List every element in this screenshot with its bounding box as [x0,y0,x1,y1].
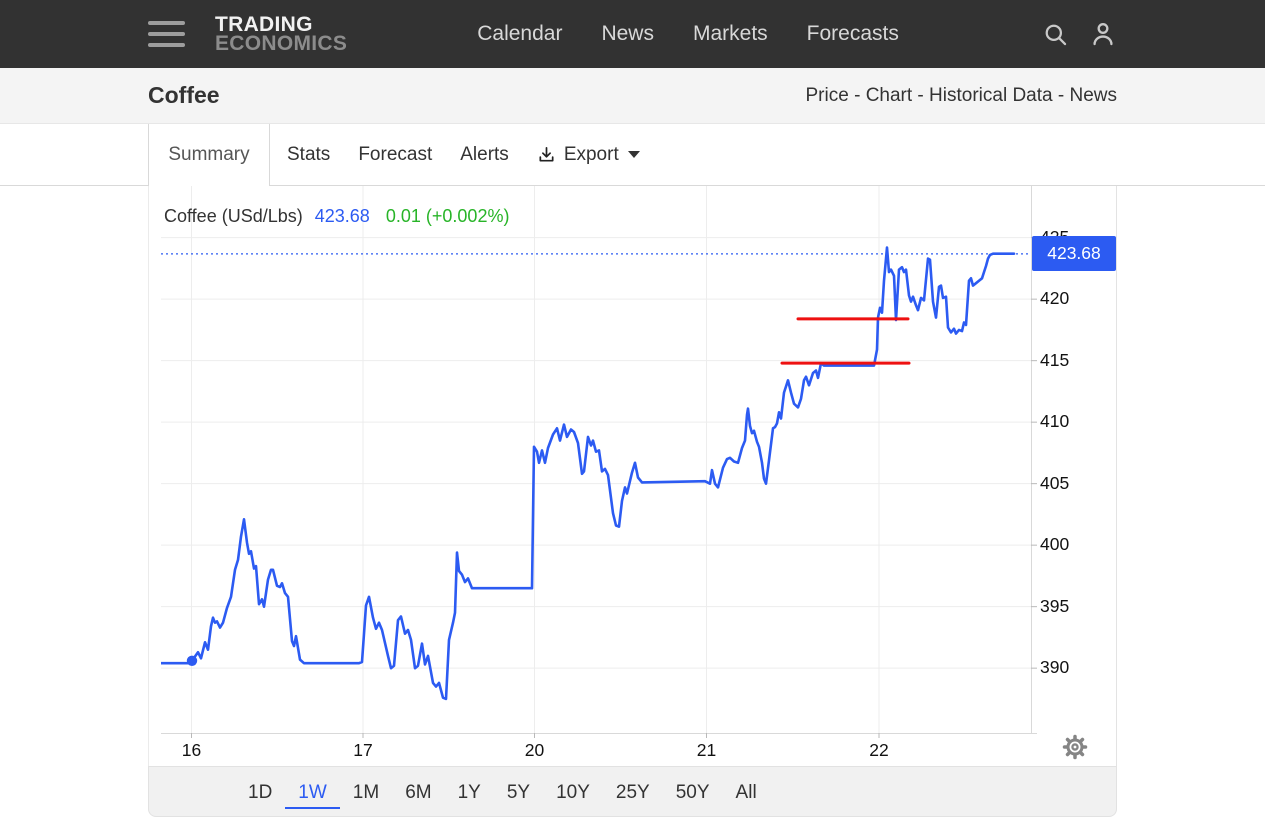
tab-summary-label: Summary [168,144,250,165]
x-axis-label-22: 22 [869,740,889,760]
logo-line-1: TRADING [215,12,313,36]
hamburger-menu-icon[interactable] [148,21,185,47]
tab-stats-label: Stats [287,143,331,165]
tab-forecast-label: Forecast [358,143,433,165]
range-button-1y[interactable]: 1Y [457,781,481,803]
tab-alerts-label: Alerts [460,143,509,165]
tab-forecast[interactable]: Forecast [344,144,446,166]
y-axis-label-405: 405 [1040,472,1070,493]
price-chart[interactable] [161,186,1039,738]
header-links: Price - Chart - Historical Data - News [805,84,1118,106]
chart-title: Coffee (USd/Lbs) 423.68 0.01 (+0.002%) [164,206,509,227]
chevron-down-icon [627,151,640,158]
range-button-1w[interactable]: 1W [285,775,340,809]
tab-export[interactable]: Export [523,144,654,166]
x-axis-label-21: 21 [696,740,717,760]
download-icon [539,146,554,162]
y-axis-label-390: 390 [1040,657,1070,678]
top-navigation: TRADING ECONOMICS Calendar News Markets For… [0,0,1265,68]
page-title: Coffee [148,82,220,108]
header-link-price[interactable]: Price [805,84,849,106]
nav-link-markets[interactable]: Markets [692,22,768,45]
range-button-25y[interactable]: 25Y [615,781,650,803]
x-axis-label-16: 16 [181,740,202,760]
chart-settings-gear-icon[interactable] [1061,733,1089,761]
tab-bar-spacer [0,124,148,186]
range-button-6m[interactable]: 6M [405,781,432,803]
chart-instrument-label: Coffee (USd/Lbs) [164,206,303,226]
nav-icons [1042,20,1117,48]
y-axis-label-415: 415 [1040,349,1070,370]
tab-bar: Summary Stats Forecast Alerts Export [0,123,1265,186]
nav-link-forecasts[interactable]: Forecasts [806,22,899,45]
tab-stats[interactable]: Stats [273,144,344,166]
x-axis-label-17: 17 [353,740,373,760]
search-icon[interactable] [1042,21,1069,48]
range-button-50y[interactable]: 50Y [675,781,710,803]
header-link-historical-data[interactable]: Historical Data [929,84,1053,106]
user-account-icon[interactable] [1089,20,1117,48]
range-button-1m[interactable]: 1M [352,781,380,803]
nav-link-calendar[interactable]: Calendar [477,22,563,45]
range-button-all[interactable]: All [735,781,757,803]
tab-export-label: Export [563,143,619,165]
chart-panel: Coffee (USd/Lbs) 423.68 0.01 (+0.002%) 4… [148,186,1117,766]
current-price-tag: 423.68 [1032,236,1116,271]
nav-links: Calendar News Markets Forecasts [477,22,899,46]
x-axis-label-20: 20 [524,740,545,760]
range-button-5y[interactable]: 5Y [506,781,531,803]
chart-change: 0.01 (+0.002%) [385,206,510,226]
tab-alerts[interactable]: Alerts [446,144,523,166]
header-link-chart[interactable]: Chart [865,84,913,106]
page-header: Coffee Price - Chart - Historical Data -… [0,68,1265,123]
range-selector: 1D 1W 1M 6M 1Y 5Y 10Y 25Y 50Y All [148,766,1117,817]
tab-summary[interactable]: Summary [148,124,270,186]
y-axis-label-400: 400 [1040,534,1070,555]
y-axis-label-420: 420 [1040,288,1070,309]
header-link-news[interactable]: News [1069,84,1117,106]
nav-link-news[interactable]: News [601,22,654,45]
trading-economics-logo[interactable]: TRADING ECONOMICS [215,12,348,55]
chart-last-price: 423.68 [314,206,370,226]
tab-rest: Stats Forecast Alerts Export [270,124,1265,186]
y-axis-label-410: 410 [1040,411,1070,432]
range-button-10y[interactable]: 10Y [556,781,590,803]
range-button-1d[interactable]: 1D [248,781,273,803]
y-axis-label-395: 395 [1040,595,1070,616]
logo-line-2: ECONOMICS [215,32,348,55]
